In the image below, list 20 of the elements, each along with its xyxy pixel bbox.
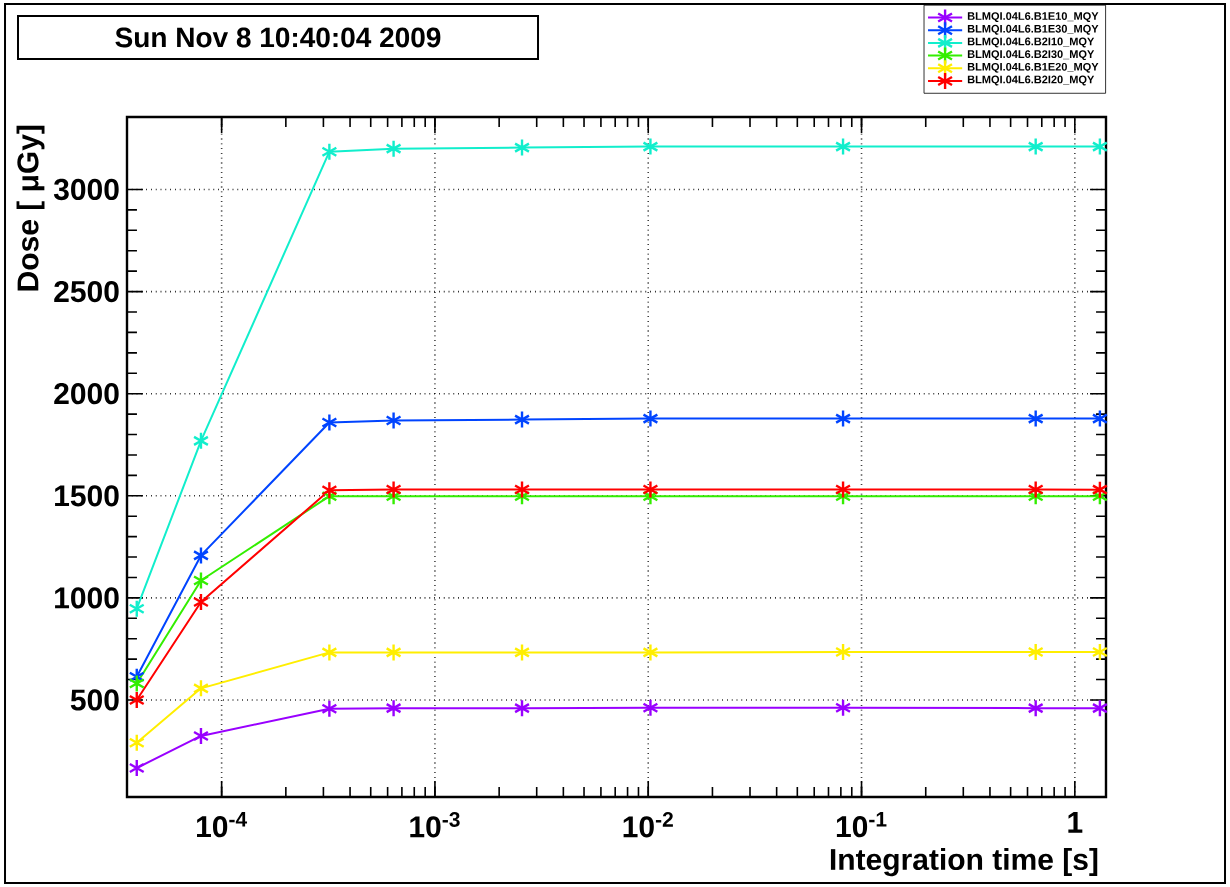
y-tick-label: 2000 — [54, 383, 119, 405]
x-tick-label: 1 — [1068, 812, 1083, 833]
legend-label: BLMQI.04L6.B1E30_MQY — [967, 24, 1099, 35]
y-tick-label: 3000 — [53, 178, 119, 201]
legend-label: BLMQI.04L6.B2I30_MQY — [967, 50, 1095, 61]
y-tick-label: 500 — [70, 689, 119, 711]
legend-label: BLMQI.04L6.B2I20_MQY — [967, 75, 1095, 86]
y-tick-label: 2500 — [54, 280, 119, 303]
y-tick-label: 1500 — [55, 485, 119, 507]
legend-label: BLMQI.04L6.B2I10_MQY — [967, 37, 1095, 48]
x-tick-label: 10$^{-1}$ — [836, 812, 887, 838]
legend-label: BLMQI.04L6.B1E20_MQY — [967, 62, 1099, 73]
chart-title: Sun Nov 8 10:40:04 2009 — [115, 27, 441, 48]
x-axis-title: Integration time [s] — [830, 848, 1098, 877]
x-tick-label: 10$^{-4}$ — [197, 812, 248, 838]
x-tick-label: 10$^{-3}$ — [410, 812, 460, 838]
y-axis-title: Dose [ μGy] — [16, 125, 45, 291]
y-tick-label: 1000 — [55, 587, 119, 609]
legend-label: BLMQI.04L6.B1E10_MQY — [967, 12, 1099, 23]
x-tick-label: 10$^{-2}$ — [623, 812, 673, 838]
